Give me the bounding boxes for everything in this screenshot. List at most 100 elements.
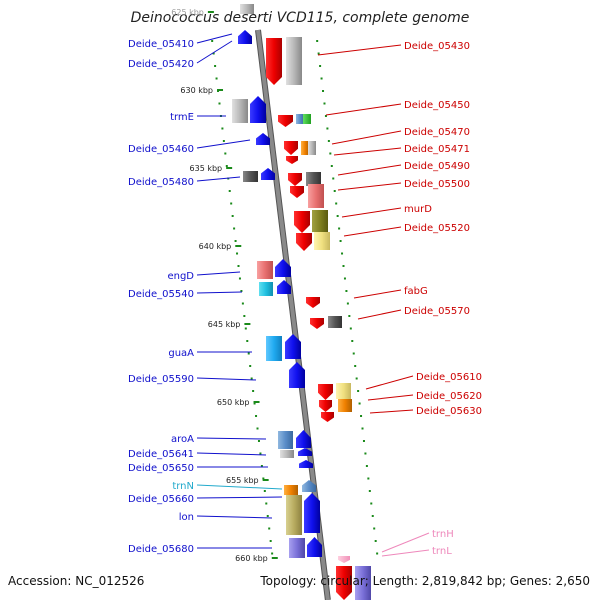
rail-dot-left xyxy=(236,252,239,255)
gene-arrow xyxy=(284,141,298,155)
rail-dot-right xyxy=(327,140,330,142)
kbp-tick-label: 640 kbp xyxy=(199,242,232,251)
leader-line xyxy=(317,44,402,56)
gene-arrow xyxy=(298,448,312,456)
rail-dot-right xyxy=(349,327,352,330)
rail-dot-left xyxy=(262,477,265,480)
gene-arrow xyxy=(336,566,352,600)
gene-arrow xyxy=(256,133,270,145)
rail-dot-right xyxy=(330,165,333,167)
leader-line xyxy=(196,496,283,499)
gene-label: Deide_05470 xyxy=(404,127,470,138)
gene-block xyxy=(240,4,254,14)
gene-label: Deide_05570 xyxy=(404,306,470,317)
gene-block xyxy=(286,495,302,535)
leader-line xyxy=(337,164,402,176)
gene-block xyxy=(280,450,294,458)
topology-summary: Topology: circular; Length: 2,819,842 bp… xyxy=(260,574,590,588)
leader-line xyxy=(196,176,241,182)
gene-arrow xyxy=(299,460,313,468)
kbp-tick-label: 650 kbp xyxy=(217,398,250,407)
gene-block xyxy=(289,538,305,558)
rail-dot-right xyxy=(361,427,364,430)
gene-arrow xyxy=(250,96,266,123)
gene-arrow xyxy=(306,297,320,308)
rail-dot-left xyxy=(243,315,246,317)
rail-dot-left xyxy=(238,277,241,280)
gene-arrow xyxy=(289,362,305,388)
rail-dot-left xyxy=(237,265,240,267)
rail-dot-right xyxy=(345,290,348,292)
rail-dot-right xyxy=(335,202,338,205)
rail-dot-right xyxy=(339,240,342,242)
gene-arrow xyxy=(302,480,316,492)
rail-dot-left xyxy=(271,552,274,555)
rail-dot-left xyxy=(221,127,224,130)
rail-dot-left xyxy=(224,152,227,155)
gene-label: murD xyxy=(404,204,432,215)
rail-dot-left xyxy=(240,290,243,292)
rail-dot-right xyxy=(365,465,368,467)
gene-arrow xyxy=(318,384,333,400)
rail-dot-right xyxy=(357,390,360,392)
gene-label: Deide_05680 xyxy=(128,544,194,555)
gene-arrow xyxy=(286,156,298,164)
gene-block xyxy=(286,37,302,85)
gene-label: Deide_05430 xyxy=(404,41,470,52)
rail-dot-right xyxy=(316,40,319,42)
leader-line xyxy=(367,394,414,401)
rail-dot-left xyxy=(228,190,231,192)
rail-dot-left xyxy=(256,427,259,430)
gene-label: trnN xyxy=(172,481,194,492)
rail-dot-right xyxy=(322,90,325,92)
rail-dot-right xyxy=(343,277,346,280)
rail-dot-left xyxy=(225,165,228,167)
gene-arrow xyxy=(285,334,301,359)
gene-arrow xyxy=(288,173,302,186)
leader-line xyxy=(337,182,402,191)
rail-dot-left xyxy=(257,440,260,442)
rail-dot-left xyxy=(211,40,214,42)
leader-line xyxy=(196,515,273,519)
rail-dot-left xyxy=(260,465,263,467)
gene-arrow xyxy=(275,259,291,277)
kbp-tick-label: 625 kbp xyxy=(171,8,204,17)
gene-block xyxy=(284,485,298,495)
gene-arrow xyxy=(307,537,322,557)
rail-dot-right xyxy=(373,527,376,530)
kbp-tick-label: 635 kbp xyxy=(190,164,223,173)
gene-label: Deide_05520 xyxy=(404,223,470,234)
gene-block xyxy=(259,282,273,296)
gene-block xyxy=(336,383,351,399)
kbp-tick-label: 645 kbp xyxy=(208,320,241,329)
gene-label: Deide_05590 xyxy=(128,374,194,385)
leader-line xyxy=(196,437,267,440)
tick-layer: 625 kbp 630 kbp 635 kbp 640 kbp 645 kbp 650 k… xyxy=(171,8,379,563)
gene-block xyxy=(243,171,258,182)
rail-dot-right xyxy=(362,440,365,442)
leader-line xyxy=(369,409,414,414)
rail-dot-left xyxy=(222,140,225,142)
gene-layer xyxy=(232,4,371,600)
leader-line xyxy=(196,452,267,456)
gene-block xyxy=(257,261,273,279)
gene-label: fabG xyxy=(404,286,428,297)
gene-block xyxy=(328,316,342,328)
gene-arrow xyxy=(277,280,291,294)
leader-line xyxy=(196,484,283,490)
gene-label: trmE xyxy=(170,112,194,123)
gene-label: Deide_05650 xyxy=(128,463,194,474)
gene-arrow xyxy=(294,211,310,233)
gene-label: Deide_05540 xyxy=(128,289,194,300)
gene-arrow xyxy=(266,38,282,85)
rail-dot-left xyxy=(259,452,262,455)
rail-dot-left xyxy=(263,490,266,492)
rail-dot-left xyxy=(252,390,255,392)
gene-label: Deide_05630 xyxy=(416,406,482,417)
rail-dot-right xyxy=(332,177,335,180)
gene-arrow xyxy=(238,30,252,44)
gene-label: Deide_05460 xyxy=(128,144,194,155)
rail-dot-left xyxy=(253,402,256,405)
leader-line xyxy=(196,40,233,64)
